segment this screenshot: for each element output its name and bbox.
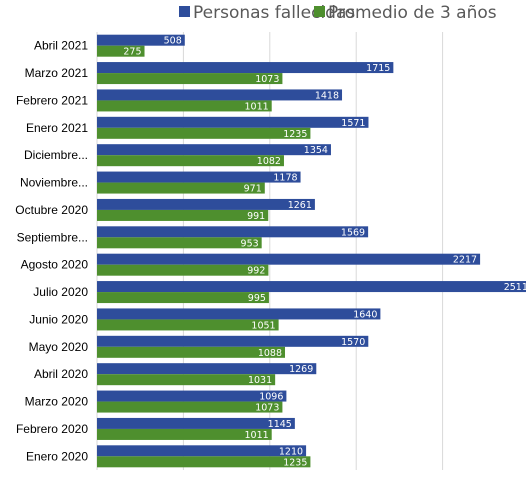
y-tick-label: Febrero 2020 — [16, 422, 88, 436]
y-tick-label: Enero 2020 — [26, 449, 88, 463]
y-tick-label: Noviembre... — [20, 176, 88, 190]
data-label: 1073 — [255, 74, 279, 85]
bar-promedio-3-anos — [97, 182, 265, 194]
data-label: 1354 — [304, 145, 328, 156]
bar-promedio-3-anos — [97, 264, 269, 276]
y-tick-label: Octubre 2020 — [15, 203, 88, 217]
bars: 508 275 1715 1073 1418 1011 1571 1235 1354 1082 11… — [97, 34, 526, 468]
data-label: 1051 — [251, 320, 275, 331]
bar-promedio-3-anos — [97, 100, 272, 112]
y-tick-label: Septiembre... — [17, 230, 88, 244]
data-label: 971 — [244, 184, 262, 195]
bar-promedio-3-anos — [97, 456, 311, 468]
y-axis-labels: Abril 2021 Marzo 2021 Febrero 2021 Enero 20… — [15, 39, 88, 464]
data-label: 953 — [241, 238, 259, 249]
data-label: 2511 — [504, 282, 526, 293]
bar-promedio-3-anos — [97, 319, 279, 331]
data-label: 1261 — [288, 200, 312, 211]
data-label: 1715 — [366, 63, 390, 74]
bar-promedio-3-anos — [97, 209, 269, 221]
bar-personas-fallecidas — [97, 445, 307, 457]
y-tick-label: Julio 2020 — [33, 285, 88, 299]
bar-personas-fallecidas — [97, 390, 287, 402]
bar-promedio-3-anos — [97, 346, 286, 358]
data-label: 1640 — [353, 309, 377, 320]
y-tick-label: Enero 2021 — [26, 121, 88, 135]
bar-personas-fallecidas — [97, 253, 481, 265]
y-tick-label: Febrero 2021 — [16, 93, 88, 107]
data-label: 1096 — [259, 392, 283, 403]
data-label: 2217 — [453, 255, 477, 266]
y-tick-label: Junio 2020 — [29, 312, 88, 326]
data-label: 1569 — [341, 227, 365, 238]
bar-personas-fallecidas — [97, 281, 526, 293]
legend-label-promedio-3-anos: Promedio de 3 años — [328, 3, 497, 23]
bar-promedio-3-anos — [97, 292, 269, 304]
data-label: 1570 — [341, 337, 365, 348]
data-label: 1082 — [257, 156, 281, 167]
y-tick-label: Abril 2021 — [34, 39, 88, 53]
data-label: 1235 — [283, 129, 307, 140]
bar-personas-fallecidas — [97, 144, 331, 156]
y-tick-label: Diciembre... — [24, 148, 88, 162]
bar-personas-fallecidas — [97, 226, 369, 238]
data-label: 1210 — [279, 446, 303, 457]
bar-personas-fallecidas — [97, 198, 315, 210]
data-label: 1178 — [273, 173, 297, 184]
legend-swatch-personas-fallecidas — [179, 6, 190, 17]
data-label: 995 — [248, 293, 266, 304]
data-label: 1088 — [258, 348, 282, 359]
y-tick-label: Marzo 2021 — [25, 66, 89, 80]
y-tick-label: Marzo 2020 — [25, 395, 89, 409]
data-label: 992 — [247, 266, 265, 277]
legend-swatch-promedio-3-anos — [314, 6, 325, 17]
bar-promedio-3-anos — [97, 45, 145, 57]
bar-promedio-3-anos — [97, 127, 311, 139]
legend: Personas fallecidas Promedio de 3 años — [179, 3, 497, 23]
bar-personas-fallecidas — [97, 417, 295, 429]
bar-promedio-3-anos — [97, 401, 283, 413]
y-tick-label: Agosto 2020 — [21, 258, 89, 272]
bar-personas-fallecidas — [97, 335, 369, 347]
data-label: 1073 — [255, 403, 279, 414]
data-label: 1235 — [283, 457, 307, 468]
bar-promedio-3-anos — [97, 73, 283, 85]
y-tick-label: Abril 2020 — [34, 367, 88, 381]
data-label: 1145 — [268, 419, 292, 430]
data-label: 1011 — [245, 101, 269, 112]
bar-personas-fallecidas — [97, 34, 185, 46]
y-tick-label: Mayo 2020 — [29, 340, 89, 354]
data-label: 508 — [164, 36, 182, 47]
bar-personas-fallecidas — [97, 62, 394, 74]
bar-personas-fallecidas — [97, 363, 317, 375]
data-label: 1269 — [289, 364, 313, 375]
bar-promedio-3-anos — [97, 428, 272, 440]
bar-personas-fallecidas — [97, 89, 343, 101]
bar-personas-fallecidas — [97, 171, 301, 183]
data-label: 1031 — [248, 375, 272, 386]
data-label: 1011 — [245, 430, 269, 441]
data-label: 991 — [247, 211, 265, 222]
bar-personas-fallecidas — [97, 308, 381, 320]
data-label: 1571 — [341, 118, 365, 129]
data-label: 275 — [123, 47, 141, 58]
bar-promedio-3-anos — [97, 374, 276, 386]
bar-personas-fallecidas — [97, 116, 369, 128]
bar-promedio-3-anos — [97, 237, 262, 249]
data-label: 1418 — [315, 90, 339, 101]
bar-promedio-3-anos — [97, 155, 284, 167]
